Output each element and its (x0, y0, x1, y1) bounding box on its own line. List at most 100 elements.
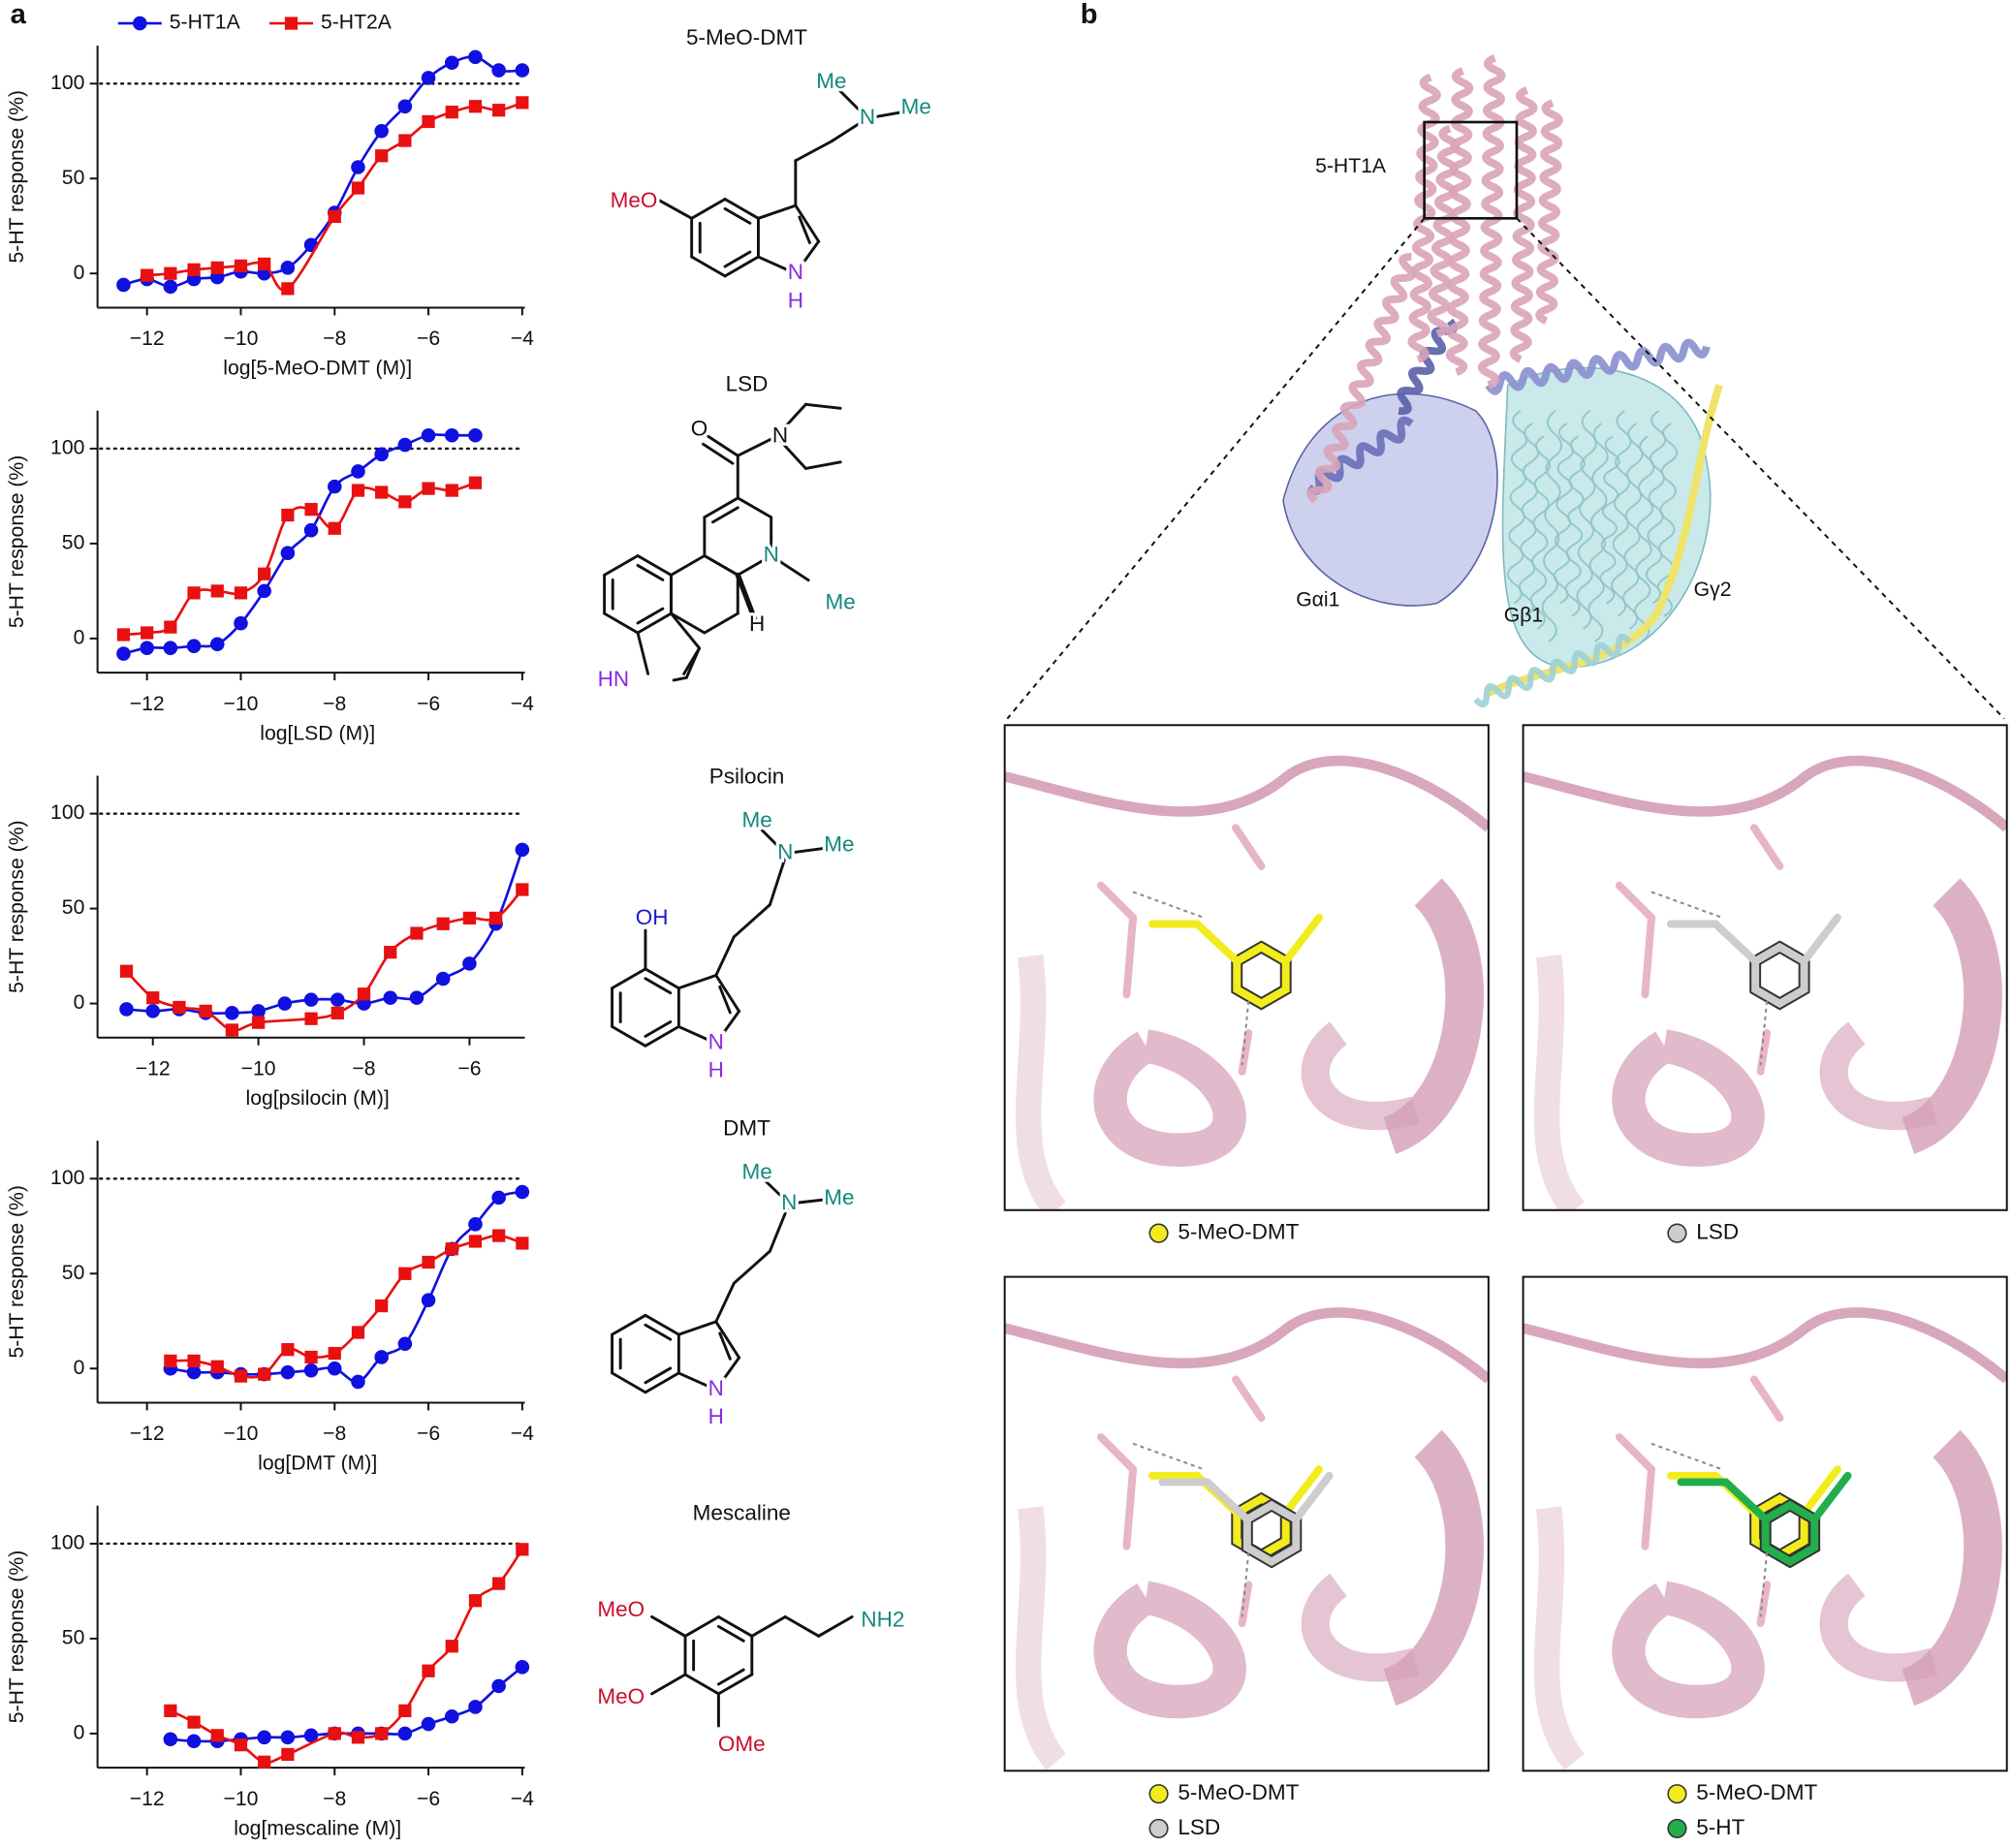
marker (351, 181, 365, 195)
bond (702, 442, 735, 465)
marker (234, 586, 248, 600)
marker (164, 1704, 177, 1717)
frame (1003, 1275, 1490, 1772)
y-tick-label: 0 (74, 991, 85, 1014)
structure: LSD O N N Me H HN (594, 371, 859, 694)
bond (644, 1371, 680, 1394)
bond (682, 646, 702, 675)
atom-label: Me (901, 94, 931, 118)
bond (736, 434, 778, 457)
marker (258, 567, 271, 580)
marker (422, 1664, 435, 1677)
marker (164, 1354, 177, 1367)
marker (374, 1350, 389, 1364)
bond (611, 1313, 647, 1336)
marker (445, 1640, 458, 1653)
bond (1232, 1375, 1266, 1423)
helix (1622, 423, 1644, 630)
bond (644, 1024, 680, 1048)
bond (1232, 824, 1266, 870)
helix (1477, 54, 1506, 390)
marker (281, 1747, 295, 1762)
pocket-content (1004, 1276, 1489, 1771)
bond (732, 903, 771, 939)
x-tick-label: −8 (323, 1423, 346, 1445)
bond (794, 239, 821, 275)
protein: 5-HT1A Gαi1 Gβ1 Gγ2 (1006, 54, 2005, 720)
hbond (1132, 1442, 1250, 1617)
bond (770, 554, 810, 582)
marker (327, 1361, 342, 1376)
marker (436, 917, 450, 930)
marker (328, 1727, 341, 1740)
zoom-box (1423, 120, 1519, 220)
ribbon (1004, 755, 1489, 832)
marker (304, 1350, 318, 1364)
marker (187, 263, 201, 276)
marker (444, 427, 459, 443)
marker (163, 641, 178, 655)
marker (280, 546, 296, 560)
atom-label: N (764, 542, 779, 566)
atom-label: H (708, 1058, 724, 1082)
ribbon (1093, 1581, 1246, 1719)
structure-name: LSD (726, 371, 769, 395)
bond (716, 1673, 754, 1696)
pocket-content (1523, 1276, 2007, 1771)
fit-line (170, 1190, 523, 1384)
y-tick-label: 50 (62, 167, 85, 189)
protein-label: Gαi1 (1296, 588, 1339, 611)
marker (164, 266, 177, 280)
pocket-content (1004, 725, 1489, 1210)
marker (397, 437, 413, 453)
marker (516, 1237, 529, 1250)
atom-label: NH2 (861, 1607, 904, 1631)
x-tick-label: −6 (457, 1057, 481, 1080)
bond (794, 204, 821, 243)
x-tick-label: −10 (224, 693, 259, 715)
marker (491, 1190, 506, 1206)
bond (711, 506, 739, 524)
bond (603, 554, 640, 577)
bond (683, 1614, 720, 1638)
bond (672, 675, 688, 682)
bond (750, 1614, 787, 1638)
y-tick-label: 100 (50, 1167, 84, 1189)
bond (707, 434, 739, 457)
frame (1522, 724, 2008, 1211)
panel-label: b (1081, 0, 1098, 30)
marker (257, 1730, 271, 1745)
marker (468, 1235, 483, 1248)
structure: Mescaline MeO MeO OMe NH2 (594, 1500, 908, 1759)
marker (422, 482, 435, 495)
marker (116, 646, 131, 661)
atom-label: N (781, 1190, 797, 1214)
y-axis-label: 5-HT response (%) (6, 1185, 28, 1358)
marker (422, 1255, 435, 1269)
bond (716, 1614, 754, 1638)
y-axis-label: 5-HT response (%) (6, 90, 28, 263)
marker (383, 990, 398, 1005)
legend-swatch (1148, 1223, 1169, 1243)
helix (1306, 253, 1416, 504)
marker (375, 149, 389, 163)
bond (644, 1019, 673, 1038)
helix (1576, 410, 1597, 630)
bond (783, 1614, 821, 1638)
legend-swatch (1667, 1223, 1687, 1243)
marker (210, 1729, 224, 1742)
marker (491, 63, 506, 78)
bond (676, 1024, 718, 1046)
atom-label: OMe (718, 1732, 766, 1756)
marker (225, 1023, 239, 1037)
legend-label: 5-MeO-DMT (1178, 1220, 1299, 1244)
x-tick-label: −8 (323, 693, 346, 715)
structure-name: Psilocin (709, 765, 785, 789)
marker (328, 1346, 341, 1361)
bond (758, 1174, 791, 1206)
marker (492, 104, 506, 117)
marker (284, 16, 299, 30)
marker (516, 883, 529, 896)
